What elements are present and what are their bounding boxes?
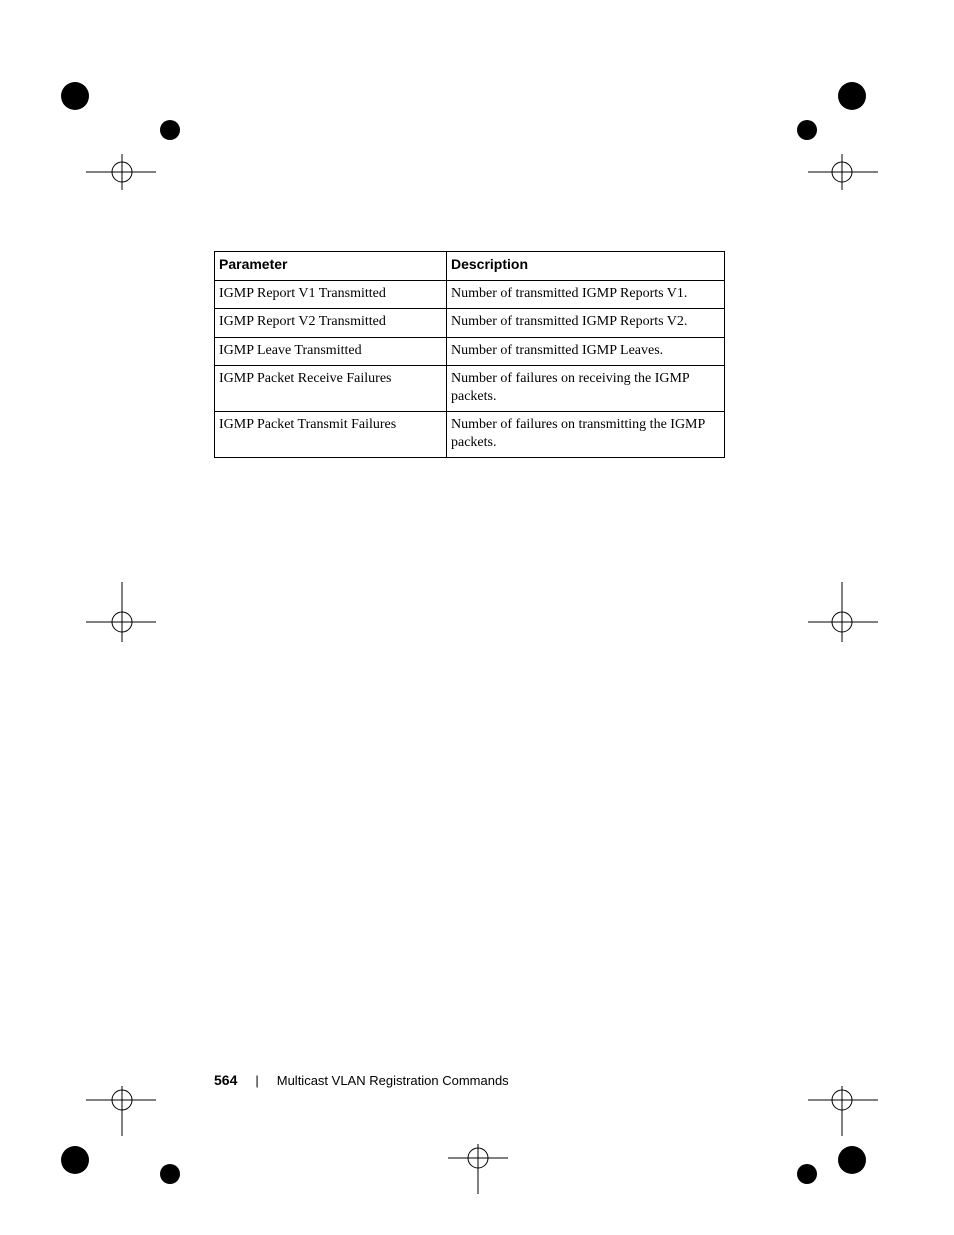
table-header-row: Parameter Description bbox=[215, 252, 725, 281]
registration-rosette-icon bbox=[59, 1144, 91, 1176]
registration-mark-icon bbox=[86, 582, 156, 642]
header-parameter: Parameter bbox=[215, 252, 447, 281]
page-number: 564 bbox=[214, 1072, 237, 1088]
table-row: IGMP Leave Transmitted Number of transmi… bbox=[215, 337, 725, 366]
footer-separator: | bbox=[255, 1073, 258, 1088]
crop-mark-icon bbox=[142, 80, 222, 160]
cell-parameter: IGMP Packet Transmit Failures bbox=[215, 412, 447, 458]
cell-description: Number of transmitted IGMP Reports V1. bbox=[447, 280, 725, 309]
cell-description: Number of failures on transmitting the I… bbox=[447, 412, 725, 458]
cell-parameter: IGMP Leave Transmitted bbox=[215, 337, 447, 366]
content-area: Parameter Description IGMP Report V1 Tra… bbox=[214, 251, 724, 458]
registration-mark-icon bbox=[808, 154, 878, 190]
cell-parameter: IGMP Report V1 Transmitted bbox=[215, 280, 447, 309]
cell-description: Number of transmitted IGMP Leaves. bbox=[447, 337, 725, 366]
table-row: IGMP Packet Transmit Failures Number of … bbox=[215, 412, 725, 458]
parameter-table: Parameter Description IGMP Report V1 Tra… bbox=[214, 251, 725, 458]
registration-rosette-icon bbox=[59, 80, 91, 112]
registration-mark-icon bbox=[86, 1086, 156, 1136]
registration-mark-icon bbox=[808, 582, 878, 642]
table-row: IGMP Report V1 Transmitted Number of tra… bbox=[215, 280, 725, 309]
registration-rosette-icon bbox=[836, 1144, 868, 1176]
cell-description: Number of transmitted IGMP Reports V2. bbox=[447, 309, 725, 338]
cell-parameter: IGMP Packet Receive Failures bbox=[215, 366, 447, 412]
table-row: IGMP Packet Receive Failures Number of f… bbox=[215, 366, 725, 412]
page-footer: 564 | Multicast VLAN Registration Comman… bbox=[214, 1072, 509, 1088]
crop-mark-icon bbox=[755, 80, 835, 160]
registration-rosette-icon bbox=[836, 80, 868, 112]
table-row: IGMP Report V2 Transmitted Number of tra… bbox=[215, 309, 725, 338]
footer-section-title: Multicast VLAN Registration Commands bbox=[277, 1073, 509, 1088]
header-description: Description bbox=[447, 252, 725, 281]
crop-mark-icon bbox=[755, 1144, 835, 1224]
registration-mark-icon bbox=[448, 1144, 508, 1194]
registration-mark-icon bbox=[86, 154, 156, 190]
registration-mark-icon bbox=[808, 1086, 878, 1136]
crop-mark-icon bbox=[142, 1144, 222, 1224]
cell-parameter: IGMP Report V2 Transmitted bbox=[215, 309, 447, 338]
cell-description: Number of failures on receiving the IGMP… bbox=[447, 366, 725, 412]
